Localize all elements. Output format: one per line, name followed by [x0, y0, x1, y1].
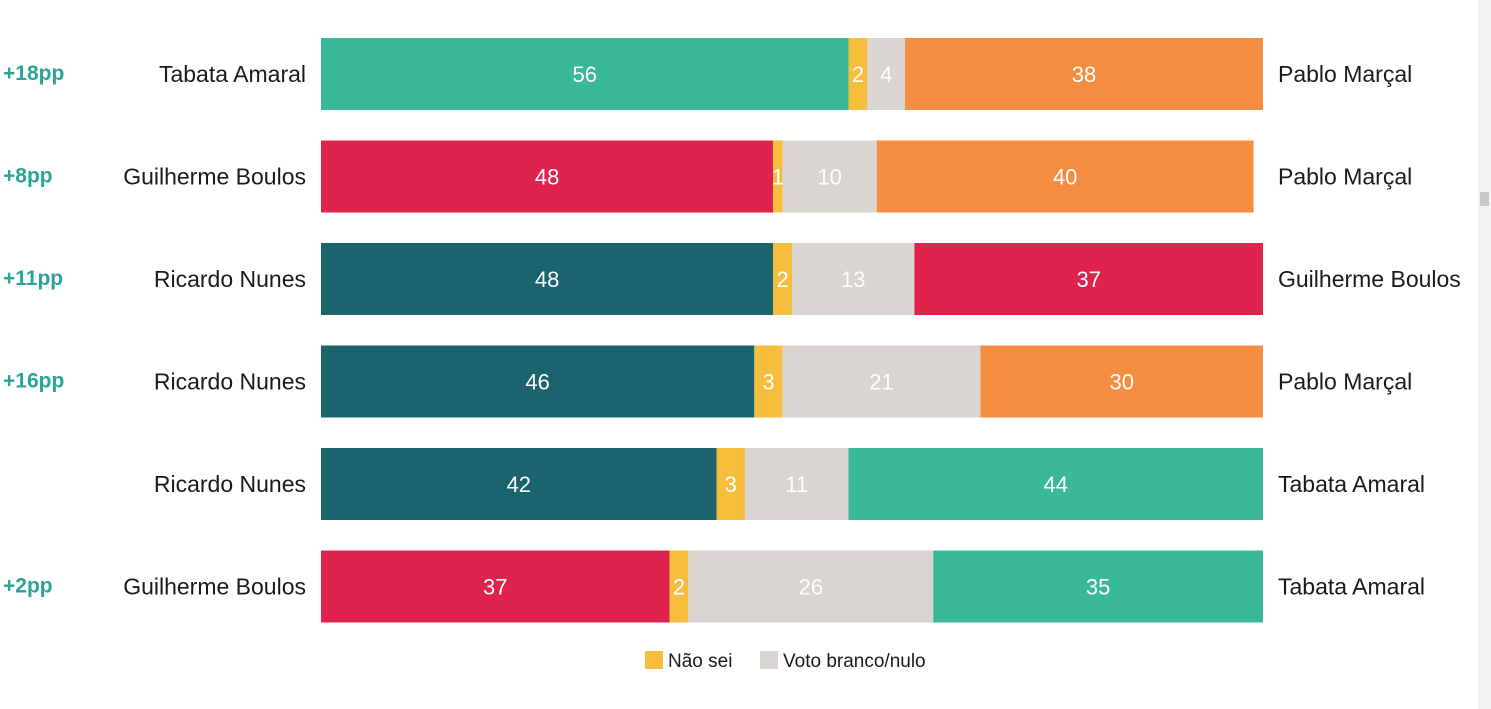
right-candidate-bar [914, 243, 1263, 315]
data-label: 48 [535, 165, 559, 190]
right-candidate-bar [933, 550, 1263, 623]
bar-row: +18pp Tabata Amaral Pablo Marçal 56 2 4 38 [3, 38, 1412, 110]
legend-swatch-branco-nulo [760, 651, 778, 669]
data-label: 37 [483, 575, 507, 600]
branco-nulo-bar [688, 550, 934, 623]
legend-label-nao-sei: Não sei [668, 651, 732, 672]
right-candidate-label: Pablo Marçal [1278, 369, 1412, 395]
right-candidate-bar [905, 38, 1263, 110]
nao-sei-bar [754, 345, 783, 418]
margin-label: +16pp [3, 370, 64, 393]
data-label: 3 [725, 472, 737, 497]
left-candidate-bar [321, 345, 755, 418]
data-label: 11 [785, 472, 808, 497]
nao-sei-bar [848, 38, 868, 110]
bar-row: Ricardo Nunes Tabata Amaral 42 3 11 44 [154, 448, 1425, 520]
data-label: 42 [507, 472, 531, 497]
right-candidate-label: Pablo Marçal [1278, 164, 1412, 190]
branco-nulo-bar [782, 140, 877, 213]
nao-sei-bar [669, 550, 689, 623]
data-label: 48 [535, 267, 559, 292]
data-label: 1 [772, 165, 784, 190]
margin-label: +18pp [3, 62, 64, 85]
branco-nulo-bar [867, 38, 906, 110]
left-candidate-bar [321, 38, 849, 110]
margin-label: +2pp [3, 575, 53, 598]
legend: Não sei Voto branco/nulo [645, 651, 926, 672]
left-candidate-label: Guilherme Boulos [123, 574, 306, 600]
data-label: 56 [573, 62, 597, 87]
data-label: 44 [1044, 472, 1068, 497]
right-candidate-bar [848, 448, 1263, 520]
data-label: 35 [1086, 575, 1110, 600]
left-candidate-label: Ricardo Nunes [154, 471, 306, 497]
margin-label: +8pp [3, 165, 53, 188]
left-candidate-bar [321, 243, 774, 315]
nao-sei-bar [716, 448, 745, 520]
right-candidate-bar [980, 345, 1263, 418]
bar-row: +11pp Ricardo Nunes Guilherme Boulos 48 2 13 3… [3, 243, 1461, 315]
nao-sei-bar [773, 243, 792, 315]
legend-swatch-nao-sei [645, 651, 663, 669]
data-label: 46 [525, 370, 549, 395]
data-label: 37 [1076, 267, 1100, 292]
scrollbar-thumb[interactable] [1480, 192, 1489, 206]
left-candidate-label: Ricardo Nunes [154, 369, 306, 395]
left-candidate-label: Tabata Amaral [159, 61, 306, 87]
left-candidate-label: Guilherme Boulos [123, 164, 306, 190]
data-label: 2 [776, 267, 788, 292]
data-label: 30 [1109, 370, 1133, 395]
branco-nulo-bar [744, 448, 849, 520]
branco-nulo-bar [792, 243, 915, 315]
right-candidate-label: Tabata Amaral [1278, 574, 1425, 600]
data-label: 10 [817, 165, 841, 190]
data-label: 2 [673, 575, 685, 600]
left-candidate-bar [321, 140, 774, 213]
data-label: 4 [880, 62, 892, 87]
nao-sei-bar [773, 140, 783, 213]
legend-label-branco-nulo: Voto branco/nulo [783, 651, 926, 672]
left-candidate-label: Ricardo Nunes [154, 266, 306, 292]
bar-row: +8pp Guilherme Boulos Pablo Marçal 48 1 10 40 [3, 140, 1412, 213]
right-candidate-label: Pablo Marçal [1278, 61, 1412, 87]
data-label: 38 [1072, 62, 1096, 87]
data-label: 26 [799, 575, 823, 600]
left-candidate-bar [321, 448, 717, 520]
right-candidate-label: Guilherme Boulos [1278, 266, 1461, 292]
data-label: 40 [1053, 165, 1077, 190]
scrollbar-track[interactable] [1478, 0, 1491, 709]
right-candidate-bar [876, 140, 1254, 213]
left-candidate-bar [321, 550, 670, 623]
branco-nulo-bar [782, 345, 981, 418]
bar-row: +16pp Ricardo Nunes Pablo Marçal 46 3 21 30 [3, 345, 1412, 418]
bar-row: +2pp Guilherme Boulos Tabata Amaral 37 2 26 35 [3, 550, 1425, 623]
right-candidate-label: Tabata Amaral [1278, 471, 1425, 497]
data-label: 3 [762, 370, 774, 395]
margin-label: +11pp [3, 267, 63, 290]
data-label: 21 [869, 370, 893, 395]
data-label: 13 [841, 267, 865, 292]
data-label: 2 [852, 62, 864, 87]
